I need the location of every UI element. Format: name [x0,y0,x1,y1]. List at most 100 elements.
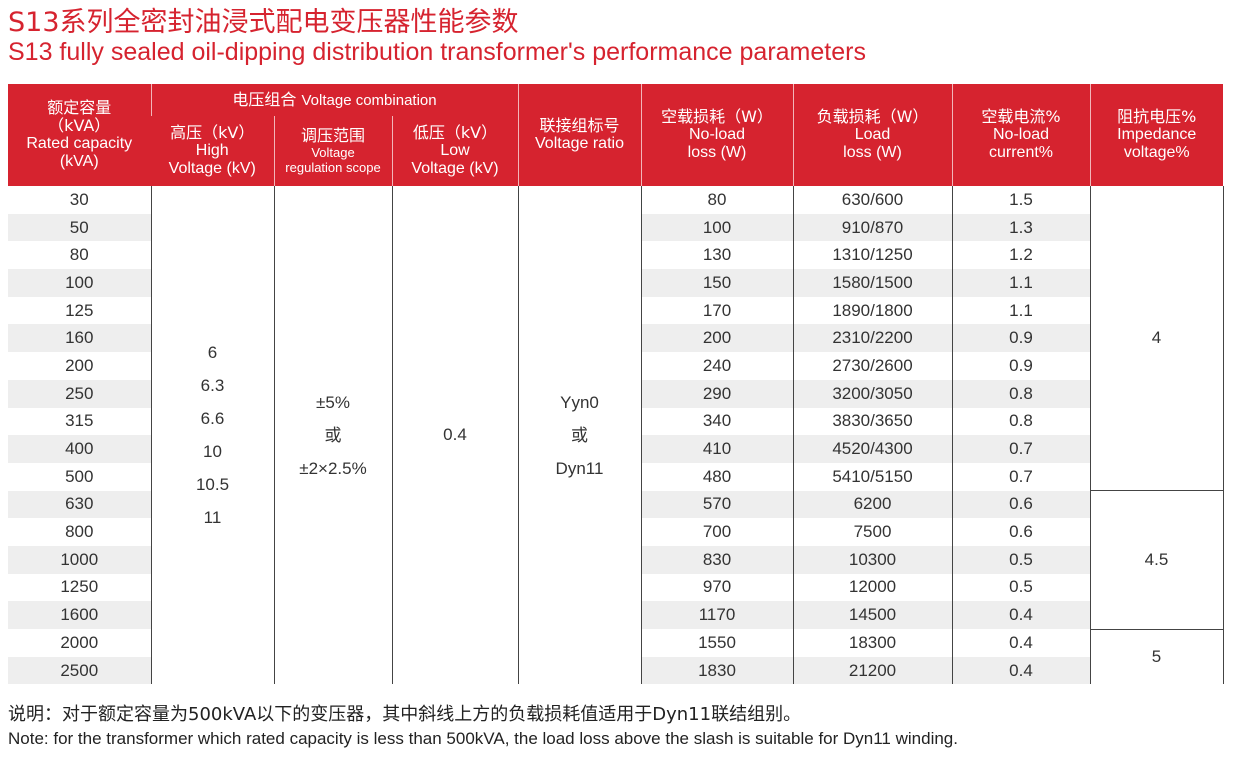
load-loss-cell: 5410/5150 [792,462,952,491]
noload-loss-cell: 1170 [640,601,793,629]
load-loss-cell: 1310/1250 [792,241,952,270]
noload-loss-cell: 170 [640,296,793,325]
noload-current-cell: 0.6 [951,518,1090,546]
noload-loss-cell: 150 [640,269,793,297]
capacity-cell: 200 [65,355,94,375]
noload-loss-cell: 970 [640,573,793,602]
table-row: 30 6 6.3 6.6 10 10.5 11 ±5% 或 ±2×2.5% 0.4 Yyn0 或 Dyn1… [8,186,1224,685]
noload-current-cell: 0.8 [951,379,1090,408]
capacity-cell: 1600 [8,601,151,629]
capacity-cell: 250 [8,379,151,408]
high-voltage-cell: 6 6.3 6.6 10 10.5 11 [150,186,274,685]
noload-loss-cell: 410 [640,435,793,463]
table-row: 250 290 3200/3050 0.8 [8,379,1223,408]
header-regulation-scope: 调压范围 Voltage regulation scope [273,116,392,186]
load-loss-cell: 14500 [792,601,952,629]
header-noload-current: 空载电流% No-load current% [951,84,1090,186]
capacity-cell: 1000 [8,545,151,574]
table-row: 800 700 7500 0.6 [8,518,1223,546]
low-voltage-cell: 0.4 [391,186,518,685]
noload-current-cell: 0.5 [951,545,1090,574]
capacity-cell: 2500 [8,656,151,685]
capacity-cell: 30 [69,189,89,209]
connection-group-cell: Yyn0 或 Dyn11 [517,186,641,685]
noload-current-cell: 0.8 [951,407,1090,436]
header-high-voltage: 高压（kV） High Voltage (kV) [151,116,274,186]
load-loss-cell: 10300 [792,545,952,574]
noload-loss-cell: 830 [640,545,793,574]
capacity-cell: 1250 [60,577,99,597]
table-row: 200 240 2730/2600 0.9 [8,352,1223,380]
noload-loss-cell: 700 [640,518,793,546]
noload-loss-cell: 1830 [640,656,793,685]
noload-current-cell: 0.7 [951,435,1090,463]
table-row: 1600 1170 14500 0.4 [8,601,1223,629]
capacity-cell: 500 [65,466,94,486]
noload-current-cell: 1.2 [951,241,1090,270]
load-loss-cell: 3200/3050 [792,379,952,408]
table-row: 630 570 6200 0.6 4.5 [8,490,1224,630]
noload-current-cell: 0.4 [951,629,1090,657]
noload-current-cell: 1.1 [951,269,1090,297]
impedance-cell: 5 [1089,629,1224,685]
connection-group-value: 或 [571,425,588,445]
impedance-cell: 4.5 [1089,490,1224,630]
header-connection-group: 联接组标号 Voltage ratio [517,84,641,186]
regulation-scope-cell: ±5% 或 ±2×2.5% [273,186,392,685]
noload-loss-cell: 480 [640,462,793,491]
table-row: 1250 970 12000 0.5 [8,573,1223,602]
high-voltage-value: 10 [203,442,222,462]
load-loss-cell: 12000 [792,573,952,602]
high-voltage-value: 6 [207,343,218,363]
table-row: 100 150 1580/1500 1.1 [8,269,1223,297]
table-row: 2500 1830 21200 0.4 [8,656,1223,685]
load-loss-cell: 630/600 [792,186,952,214]
noload-current-cell: 0.4 [951,601,1090,629]
noload-loss-cell: 80 [640,186,793,214]
noload-current-cell: 0.5 [951,573,1090,602]
capacity-cell: 630 [8,490,151,519]
table-row: 1000 830 10300 0.5 [8,545,1223,574]
connection-group-value: Yyn0 [560,392,599,412]
load-loss-cell: 7500 [792,518,952,546]
regulation-scope-value: ±2×2.5% [299,458,367,478]
header-impedance-voltage: 阻抗电压% Impedance voltage% [1089,84,1223,186]
capacity-cell: 2000 [60,632,99,652]
noload-loss-cell: 1550 [640,629,793,657]
capacity-cell: 80 [69,245,89,265]
noload-loss-cell: 290 [640,379,793,408]
noload-loss-cell: 200 [640,324,793,353]
regulation-scope-value: ±5% [316,392,350,412]
table-row: 50 100 910/870 1.3 [8,213,1223,242]
capacity-cell: 400 [8,435,151,463]
page-title-cn: S13系列全密封油浸式配电变压器性能参数 [8,7,519,38]
load-loss-cell: 2310/2200 [792,324,952,353]
note-en: Note: for the transformer which rated ca… [8,729,958,748]
noload-current-cell: 0.9 [951,352,1090,380]
noload-current-cell: 0.6 [951,490,1090,519]
table-row: 315 340 3830/3650 0.8 [8,407,1223,436]
capacity-cell: 800 [65,522,94,542]
note-cn: 说明：对于额定容量为500kVA以下的变压器，其中斜线上方的负载损耗值适用于Dy… [8,704,802,725]
noload-current-cell: 1.1 [951,296,1090,325]
load-loss-cell: 2730/2600 [792,352,952,380]
load-loss-cell: 3830/3650 [792,407,952,436]
load-loss-cell: 4520/4300 [792,435,952,463]
header-noload-loss: 空载损耗（W） No-load loss (W) [640,84,793,186]
high-voltage-value: 6.6 [200,409,225,429]
noload-current-cell: 0.9 [951,324,1090,353]
connection-group-value: Dyn11 [555,458,604,478]
table-row: 500 480 5410/5150 0.7 [8,462,1223,491]
table-row: 2000 1550 18300 0.4 5 [8,629,1224,685]
table-row: 125 170 1890/1800 1.1 [8,296,1223,325]
noload-loss-cell: 100 [640,213,793,242]
capacity-cell: 125 [65,300,94,320]
noload-current-cell: 1.5 [951,186,1090,214]
noload-loss-cell: 240 [640,352,793,380]
high-voltage-value: 11 [203,508,222,528]
noload-loss-cell: 570 [640,490,793,519]
header-voltage-combination: 电压组合 Voltage combination [150,84,518,116]
noload-loss-cell: 130 [640,241,793,270]
capacity-cell: 50 [8,213,151,242]
noload-current-cell: 0.4 [951,656,1090,685]
